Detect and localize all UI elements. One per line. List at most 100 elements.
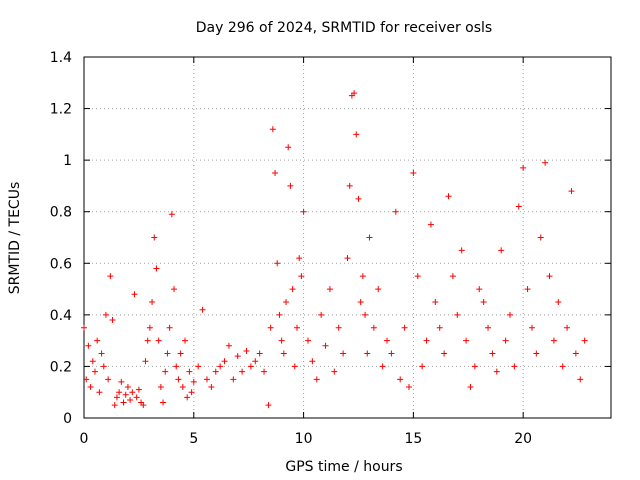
x-tick-label: 20: [514, 431, 532, 447]
data-point: [379, 363, 386, 370]
data-point: [230, 376, 237, 383]
data-point: [91, 368, 98, 375]
data-point: [166, 324, 173, 331]
data-point: [550, 337, 557, 344]
data-point: [485, 324, 492, 331]
data-point: [195, 363, 202, 370]
data-point: [179, 384, 186, 391]
data-point: [471, 363, 478, 370]
data-point: [298, 273, 305, 280]
data-point: [162, 368, 169, 375]
data-point: [313, 376, 320, 383]
data-point: [291, 363, 298, 370]
data-point: [164, 350, 171, 357]
data-point: [300, 208, 307, 215]
data-point: [480, 298, 487, 305]
data-point: [524, 286, 531, 293]
data-point: [362, 311, 369, 318]
data-point: [476, 286, 483, 293]
data-point: [149, 298, 156, 305]
data-point: [105, 376, 112, 383]
data-point: [322, 342, 329, 349]
data-point: [568, 188, 575, 195]
data-point: [247, 363, 254, 370]
data-point: [344, 255, 351, 262]
data-point: [142, 358, 149, 365]
data-point: [410, 170, 417, 177]
data-point: [146, 324, 153, 331]
data-point: [221, 358, 228, 365]
data-point: [427, 221, 434, 228]
data-point: [208, 384, 215, 391]
data-point: [212, 368, 219, 375]
data-point: [555, 298, 562, 305]
data-point: [423, 337, 430, 344]
data-point: [285, 144, 292, 151]
data-point: [533, 350, 540, 357]
data-point: [335, 324, 342, 331]
data-point: [171, 286, 178, 293]
data-point: [384, 337, 391, 344]
data-point: [458, 247, 465, 254]
data-point: [498, 247, 505, 254]
data-point: [89, 358, 96, 365]
data-point: [577, 376, 584, 383]
data-point: [120, 399, 127, 406]
data-point: [188, 389, 195, 396]
data-point: [353, 131, 360, 138]
x-tick-label: 0: [80, 431, 89, 447]
data-point: [124, 384, 131, 391]
data-point: [401, 324, 408, 331]
data-point: [274, 260, 281, 267]
data-point: [113, 394, 120, 401]
data-point: [436, 324, 443, 331]
y-tick-label: 1: [63, 153, 72, 169]
x-tick-label: 10: [295, 431, 313, 447]
data-point: [182, 337, 189, 344]
data-point: [405, 384, 412, 391]
chart-title: Day 296 of 2024, SRMTID for receiver osl…: [196, 20, 492, 36]
data-point: [392, 208, 399, 215]
data-point: [581, 337, 588, 344]
data-point: [116, 389, 123, 396]
data-point: [289, 286, 296, 293]
data-point: [564, 324, 571, 331]
data-point: [359, 273, 366, 280]
data-point: [489, 350, 496, 357]
data-point: [331, 368, 338, 375]
data-point: [364, 350, 371, 357]
data-point: [111, 402, 118, 409]
data-point: [397, 376, 404, 383]
data-point: [366, 234, 373, 241]
data-point: [109, 317, 116, 324]
data-point: [131, 291, 138, 298]
data-point: [157, 384, 164, 391]
data-point: [441, 350, 448, 357]
data-point: [276, 311, 283, 318]
data-point: [98, 350, 105, 357]
data-point: [186, 368, 193, 375]
data-point: [122, 391, 129, 398]
data-point: [133, 394, 140, 401]
y-tick-label: 1.4: [50, 50, 72, 66]
data-point: [502, 337, 509, 344]
y-tick-label: 0.8: [50, 205, 72, 221]
data-point: [190, 378, 197, 385]
data-point: [515, 203, 522, 210]
data-point: [346, 182, 353, 189]
y-tick-label: 0.6: [50, 256, 72, 272]
data-point: [467, 384, 474, 391]
data-point: [520, 164, 527, 171]
data-point: [100, 363, 107, 370]
data-point: [375, 286, 382, 293]
data-point: [144, 337, 151, 344]
data-point: [388, 350, 395, 357]
plot-frame: [83, 56, 612, 419]
data-point: [203, 376, 210, 383]
data-point: [267, 324, 274, 331]
data-point: [94, 337, 101, 344]
data-point: [370, 324, 377, 331]
data-point: [129, 389, 136, 396]
data-point: [140, 402, 147, 409]
data-point: [272, 170, 279, 177]
